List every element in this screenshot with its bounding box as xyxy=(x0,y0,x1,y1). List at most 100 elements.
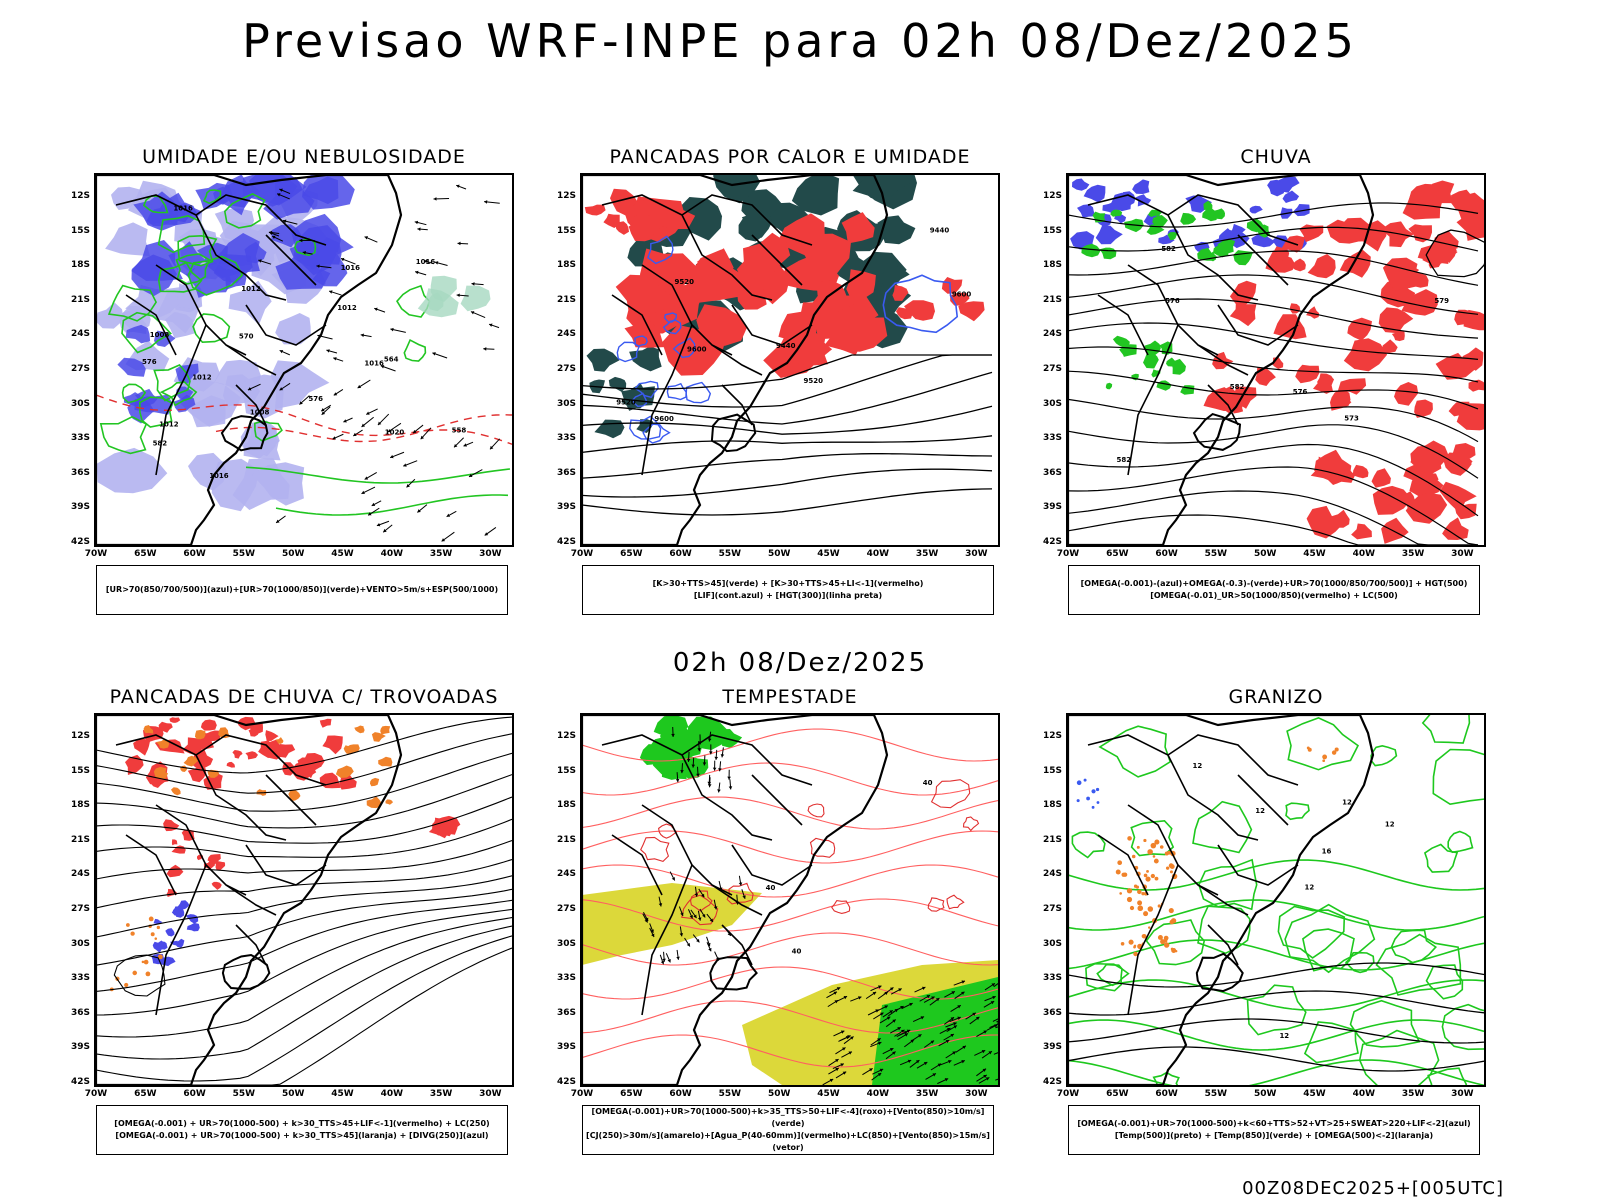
rain-area xyxy=(1408,224,1432,243)
instability-li-area xyxy=(610,188,638,216)
wind-vector xyxy=(279,349,284,354)
hgt500-contour xyxy=(1068,443,1479,517)
temp850-contour xyxy=(1068,1019,1484,1051)
humidity-area xyxy=(213,254,253,284)
contour-label: 564 xyxy=(384,356,399,364)
storm-area xyxy=(125,754,144,775)
lon-tick-label: 45W xyxy=(817,549,840,559)
temp850-contour xyxy=(1284,903,1376,974)
instability-li-area xyxy=(958,301,985,322)
contour-label: 1012 xyxy=(159,420,179,428)
wind-vector xyxy=(343,419,347,423)
storm-area xyxy=(434,815,461,837)
temp850-contour xyxy=(1246,984,1307,1036)
rain-area xyxy=(1352,464,1369,479)
rain-area xyxy=(1371,468,1391,488)
country-border xyxy=(731,844,813,886)
coastline xyxy=(582,715,889,1085)
omega-strong-area xyxy=(1180,212,1197,225)
streamline xyxy=(96,935,512,1082)
wind-vector xyxy=(709,751,713,755)
hgt500-contour xyxy=(1068,490,1478,545)
storm-light-area xyxy=(156,739,170,749)
storm-area xyxy=(171,839,178,846)
precip-water-contour xyxy=(807,803,825,818)
wind-vector xyxy=(847,1035,851,1039)
weather-map: 12 12 12 12 16 12 12 xyxy=(1066,713,1486,1087)
wind-vector xyxy=(364,236,369,240)
storm-light-area xyxy=(371,732,386,742)
streamline xyxy=(96,774,512,829)
humidity-area xyxy=(154,330,176,347)
lat-tick-label: 30S xyxy=(1042,398,1062,409)
omega500-area xyxy=(1169,864,1175,869)
omega500-area xyxy=(1307,747,1312,752)
hail-area xyxy=(1091,805,1095,809)
wind-vector xyxy=(417,509,421,513)
wind-vector xyxy=(990,1001,995,1005)
omega500-area xyxy=(1170,918,1177,924)
wind-vector xyxy=(946,1027,951,1032)
omega500-area xyxy=(1126,896,1133,903)
panel-title: TEMPESTADE xyxy=(722,686,858,708)
rh-low-contour xyxy=(187,255,244,296)
omega-area xyxy=(1132,179,1150,194)
omega500-area xyxy=(1115,869,1121,875)
precip-water-contour xyxy=(690,890,713,912)
omega-strong-area xyxy=(1171,358,1186,375)
lat-tick-label: 33S xyxy=(556,973,576,984)
lat-tick-label: 42S xyxy=(556,1077,576,1087)
omega500-area xyxy=(1143,873,1148,878)
storm-light-area xyxy=(275,737,284,744)
humidity-light-area xyxy=(228,280,272,326)
temp850-contour xyxy=(1421,715,1471,744)
lon-tick-label: 70W xyxy=(84,1089,108,1099)
humidity-area xyxy=(117,357,146,377)
omega500-area xyxy=(1146,869,1149,873)
contour-label: 9440 xyxy=(776,342,796,350)
omega500-area xyxy=(1141,891,1145,896)
omega500-area xyxy=(1137,889,1142,895)
contour-label: 579 xyxy=(1434,297,1449,305)
legend-line: [K>30+TTS>45](verde) + [K>30+TTS>45+LI<-… xyxy=(652,579,924,588)
lon-tick-label: 55W xyxy=(232,1089,256,1099)
wind-vector xyxy=(361,423,366,427)
streamline xyxy=(96,917,512,1038)
weather-map xyxy=(94,713,514,1087)
precip-water-contour xyxy=(962,816,980,832)
storm-light-area xyxy=(385,799,393,805)
lat-tick-label: 18S xyxy=(556,260,576,271)
wind-vector xyxy=(950,1017,955,1021)
rain-area xyxy=(1448,401,1470,417)
country-border xyxy=(195,734,327,786)
lon-tick-label: 35W xyxy=(915,1089,939,1099)
country-border xyxy=(1217,304,1299,346)
omega500-area xyxy=(1117,860,1123,866)
country-border xyxy=(245,304,327,346)
temp850-contour xyxy=(1068,1059,1484,1085)
lat-tick-label: 36S xyxy=(556,467,576,478)
storm-light-area xyxy=(358,727,365,732)
legend-box: [OMEGA(-0.001)+UR>70(1000-500)+k>35_TTS>… xyxy=(582,1105,994,1155)
lat-tick-label: 27S xyxy=(70,904,90,914)
streamline xyxy=(96,752,512,812)
lon-tick-label: 45W xyxy=(1303,549,1326,559)
omega-area xyxy=(1251,233,1276,248)
contour-label: 576 xyxy=(308,395,323,403)
temp850-contour xyxy=(1068,899,1484,931)
wind-vector xyxy=(489,445,494,450)
wind-vector xyxy=(420,435,425,440)
wind-vector xyxy=(406,483,410,488)
omega-strong-area xyxy=(1212,208,1225,220)
wind-vector xyxy=(898,988,902,992)
wind-vector xyxy=(676,956,680,960)
precip-water-contour xyxy=(657,823,678,839)
wind-vector xyxy=(850,1036,854,1040)
wind-vector xyxy=(950,1033,954,1038)
storm-light-area xyxy=(157,954,163,960)
map-canvas: 1012 1008 1012 1012 1016 1008 1012 1016 1020 1016… xyxy=(96,175,512,545)
instability-area xyxy=(875,262,910,287)
omega500-area xyxy=(1136,845,1140,849)
streamline xyxy=(96,733,512,794)
wind-vector xyxy=(484,532,489,536)
